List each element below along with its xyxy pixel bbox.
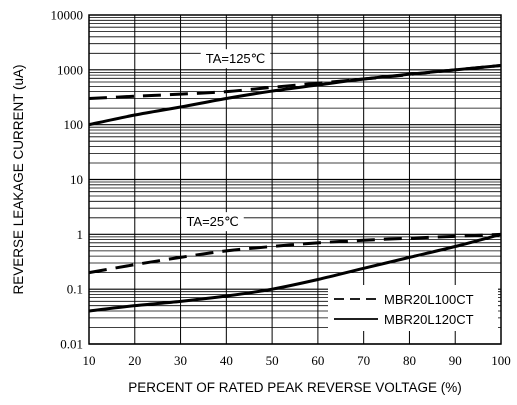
x-tick-label: 50 (266, 353, 279, 368)
temperature-annotation: TA=25℃ (181, 212, 244, 232)
x-tick-label: 70 (357, 353, 370, 368)
annotation-background (200, 49, 271, 69)
legend-label: MBR20L100CT (384, 292, 474, 307)
legend-label: MBR20L120CT (384, 312, 474, 327)
x-tick-label: 10 (83, 353, 96, 368)
annotations: TA=125℃ TA=25℃ (181, 49, 271, 232)
series-lines (88, 63, 502, 313)
temperature-annotation: TA=125℃ (200, 49, 271, 69)
y-tick-label: 0.01 (60, 337, 83, 352)
series-line-dashed (88, 63, 502, 100)
annotation-text: TA=25℃ (186, 214, 238, 229)
y-tick-label: 10000 (51, 8, 84, 23)
x-tick-label: 40 (220, 353, 233, 368)
x-tick-label: 30 (174, 353, 187, 368)
plot-frame (88, 14, 502, 345)
y-tick-label: 100 (64, 117, 84, 132)
x-tick-label: 100 (491, 353, 511, 368)
series-line-dashed (88, 232, 502, 275)
annotation-background (181, 212, 244, 232)
annotation-text: TA=125℃ (206, 51, 266, 66)
x-tick-label: 60 (311, 353, 324, 368)
y-tick-label: 0.1 (67, 282, 83, 297)
y-tick-label: 1000 (57, 62, 83, 77)
legend: MBR20L100CT MBR20L120CT (328, 285, 498, 331)
series-line-solid (88, 63, 502, 127)
series-line-solid (88, 232, 502, 313)
y-tick-label: 1 (77, 227, 84, 242)
x-tick-label: 20 (128, 353, 141, 368)
x-tick-label: 80 (403, 353, 416, 368)
x-tick-labels: 10 20 30 40 50 60 70 80 90 100 (83, 353, 511, 368)
x-axis-label: PERCENT OF RATED PEAK REVERSE VOLTAGE (%… (128, 380, 462, 395)
y-tick-labels: 0.01 0.1 1 10 100 1000 10000 (51, 8, 84, 352)
x-tick-label: 90 (449, 353, 462, 368)
legend-box (328, 285, 498, 331)
y-axis-label: REVERSE LEAKAGE CURRENT (uA) (11, 64, 26, 294)
y-tick-label: 10 (70, 172, 83, 187)
